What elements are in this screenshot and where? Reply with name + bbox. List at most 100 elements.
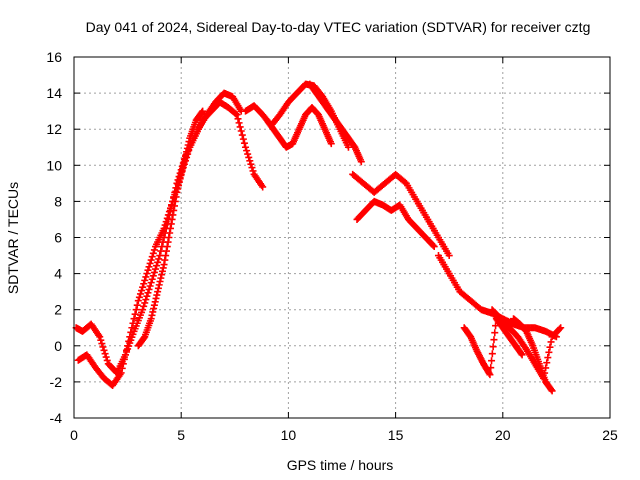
data-point xyxy=(236,123,244,131)
series-track-g xyxy=(349,170,453,260)
data-point xyxy=(165,208,173,216)
data-point xyxy=(166,229,174,237)
data-point xyxy=(150,246,158,254)
y-tick-label: 12 xyxy=(46,121,62,137)
data-point xyxy=(249,167,257,175)
data-point xyxy=(518,351,526,359)
data-point xyxy=(147,256,155,264)
data-point xyxy=(152,294,160,302)
data-point xyxy=(162,247,170,255)
data-point xyxy=(144,289,152,297)
y-tick-label: 14 xyxy=(46,85,62,101)
data-point xyxy=(181,155,189,163)
series-track-c xyxy=(134,107,207,350)
data-point xyxy=(143,292,151,300)
series-track-e xyxy=(263,104,335,151)
data-point xyxy=(556,325,564,333)
series-track-k xyxy=(488,306,565,382)
data-point xyxy=(162,252,170,260)
data-point xyxy=(344,143,352,151)
data-point xyxy=(98,340,106,348)
ticks-layer: 0 5 10 15 20 25 -4 -2 0 2 4 6 8 10 12 14 16 xyxy=(46,49,618,443)
data-point xyxy=(154,288,162,296)
data-point xyxy=(153,291,161,299)
data-point xyxy=(234,115,242,123)
data-point xyxy=(130,315,138,323)
data-point xyxy=(166,224,174,232)
data-point xyxy=(161,221,169,229)
data-point xyxy=(134,297,142,305)
data-point xyxy=(129,319,137,327)
data-point xyxy=(174,185,182,193)
data-point xyxy=(142,296,150,304)
data-point xyxy=(160,224,168,232)
data-point xyxy=(557,324,565,332)
data-point xyxy=(242,143,250,151)
data-point xyxy=(149,308,157,316)
data-point xyxy=(158,267,166,275)
data-point xyxy=(491,329,499,337)
data-point xyxy=(163,214,171,222)
data-point xyxy=(178,168,186,176)
data-point xyxy=(547,386,555,394)
data-point xyxy=(430,243,438,251)
data-point xyxy=(99,343,107,351)
data-point xyxy=(327,140,335,148)
series-track-h xyxy=(353,197,438,251)
data-point xyxy=(543,359,551,367)
y-tick-label: 4 xyxy=(54,266,62,282)
data-point xyxy=(144,266,152,274)
data-point xyxy=(546,343,554,351)
data-point xyxy=(140,302,148,310)
data-point xyxy=(155,255,163,263)
data-point xyxy=(235,119,243,127)
data-point xyxy=(158,271,166,279)
data-point xyxy=(243,147,251,155)
data-point xyxy=(163,243,171,251)
data-point xyxy=(127,328,135,336)
data-point xyxy=(143,270,151,278)
data-point xyxy=(169,211,177,219)
data-point xyxy=(149,249,157,257)
data-point xyxy=(487,364,495,372)
data-point xyxy=(175,182,183,190)
data-point xyxy=(232,110,240,118)
data-point xyxy=(156,277,164,285)
data-point xyxy=(151,298,159,306)
data-point xyxy=(517,350,525,358)
data-point xyxy=(259,183,267,191)
y-tick-label: 2 xyxy=(54,302,62,318)
data-point xyxy=(185,138,193,146)
data-point xyxy=(179,161,187,169)
data-point xyxy=(429,241,437,249)
data-point xyxy=(184,141,192,149)
data-point xyxy=(547,338,555,346)
data-point xyxy=(148,311,156,319)
data-point xyxy=(121,351,129,359)
y-tick-label: 10 xyxy=(46,157,62,173)
data-point xyxy=(141,276,149,284)
data-points xyxy=(72,80,565,395)
data-point xyxy=(198,108,206,116)
data-point xyxy=(245,153,253,161)
data-point xyxy=(146,282,154,290)
data-point xyxy=(247,160,255,168)
data-point xyxy=(485,369,493,377)
data-point xyxy=(164,238,172,246)
data-point xyxy=(183,144,191,152)
data-point xyxy=(175,178,183,186)
data-point xyxy=(246,157,254,165)
data-point xyxy=(172,193,180,201)
x-axis-label: GPS time / hours xyxy=(287,457,394,473)
x-tick-label: 10 xyxy=(281,427,297,443)
data-point xyxy=(233,111,241,119)
data-point xyxy=(140,280,148,288)
y-tick-label: -4 xyxy=(50,410,63,426)
data-point xyxy=(544,354,552,362)
data-point xyxy=(124,342,132,350)
data-point xyxy=(488,350,496,358)
data-point xyxy=(119,360,127,368)
data-point xyxy=(125,337,133,345)
data-point xyxy=(237,127,245,135)
